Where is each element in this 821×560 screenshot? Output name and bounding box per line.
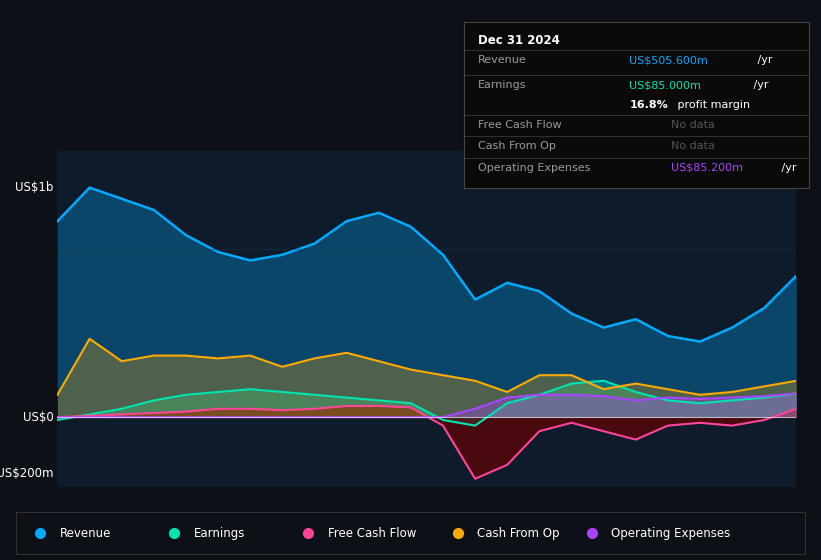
- Text: Revenue: Revenue: [60, 527, 111, 540]
- Text: 2018: 2018: [332, 511, 361, 524]
- Text: US$505.600m: US$505.600m: [630, 55, 709, 66]
- Text: Earnings: Earnings: [478, 80, 526, 90]
- Text: No data: No data: [671, 141, 714, 151]
- Text: US$85.200m: US$85.200m: [671, 163, 743, 173]
- Text: Operating Expenses: Operating Expenses: [478, 163, 590, 173]
- Text: Free Cash Flow: Free Cash Flow: [328, 527, 416, 540]
- Text: Dec 31 2024: Dec 31 2024: [478, 34, 560, 47]
- Text: 16.8%: 16.8%: [630, 100, 668, 110]
- Text: 2020: 2020: [461, 511, 490, 524]
- Text: profit margin: profit margin: [674, 100, 750, 110]
- Text: Revenue: Revenue: [478, 55, 526, 66]
- Text: 2023: 2023: [653, 511, 683, 524]
- Text: 2022: 2022: [589, 511, 618, 524]
- Text: US$0: US$0: [23, 410, 54, 424]
- Text: Free Cash Flow: Free Cash Flow: [478, 120, 562, 130]
- Text: Cash From Op: Cash From Op: [478, 527, 560, 540]
- Text: Cash From Op: Cash From Op: [478, 141, 556, 151]
- Text: 2021: 2021: [525, 511, 554, 524]
- Text: /yr: /yr: [754, 55, 772, 66]
- Text: Operating Expenses: Operating Expenses: [612, 527, 731, 540]
- Text: /yr: /yr: [777, 163, 796, 173]
- Text: 2019: 2019: [396, 511, 426, 524]
- Text: No data: No data: [671, 120, 714, 130]
- Text: Earnings: Earnings: [194, 527, 245, 540]
- Text: /yr: /yr: [750, 80, 768, 90]
- Text: -US$200m: -US$200m: [0, 466, 54, 480]
- Text: US$1b: US$1b: [16, 181, 54, 194]
- Text: US$85.000m: US$85.000m: [630, 80, 701, 90]
- Text: 2017: 2017: [268, 511, 297, 524]
- Text: 2016: 2016: [203, 511, 233, 524]
- Text: 2015: 2015: [139, 511, 169, 524]
- Text: 2024: 2024: [718, 511, 747, 524]
